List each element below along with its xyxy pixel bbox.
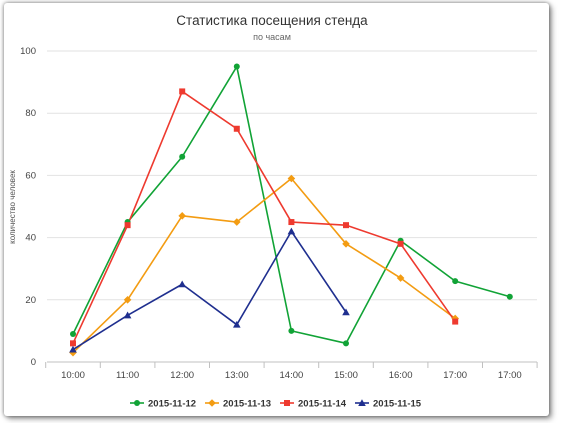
legend[interactable]: 2015-11-12 2015-11-13 2015-11-14 2015-11-15 [130, 399, 422, 410]
legend-label: 2015-11-14 [298, 399, 347, 410]
data-point-2015-11-14 [233, 125, 240, 132]
grid-lines: 0 20 40 60 80 100 [20, 46, 537, 368]
data-point-2015-11-12 [288, 327, 295, 334]
legend-marker [208, 399, 216, 407]
x-tick-label: 16:00 [389, 370, 413, 381]
data-point-2015-11-14 [70, 340, 76, 347]
data-point-2015-11-12 [233, 63, 240, 70]
data-point-2015-11-13 [233, 218, 241, 226]
data-point-2015-11-13 [69, 348, 77, 357]
x-tick-label: 12:00 [170, 370, 194, 381]
data-point-2015-11-13 [451, 314, 459, 323]
x-tick-label: 13:00 [225, 370, 249, 381]
data-point-2015-11-12 [343, 340, 349, 347]
data-point-2015-11-12 [179, 153, 186, 160]
series-lines [72, 65, 511, 354]
x-axis: 10:00 11:00 12:00 13:00 14:00 15:00 16:00 17:00… [45, 362, 538, 381]
data-point-2015-11-13 [287, 174, 296, 183]
data-point-2015-11-14 [179, 88, 186, 95]
data-point-2015-11-13 [396, 274, 405, 282]
data-point-2015-11-15 [287, 227, 296, 235]
data-point-2015-11-13 [178, 212, 186, 220]
data-point-2015-11-14 [397, 240, 404, 247]
data-point-2015-11-13 [342, 240, 350, 248]
legend-label: 2015-11-15 [373, 399, 422, 410]
data-point-2015-11-14 [124, 222, 131, 229]
data-point-2015-11-12 [506, 293, 513, 300]
y-tick-label: 20 [25, 295, 36, 306]
series-markers [69, 63, 513, 357]
series-line-2015-11-13 [72, 177, 456, 354]
series-line-2015-11-12 [72, 65, 511, 345]
y-axis-label: количество человек [8, 170, 17, 244]
legend-marker [284, 400, 290, 406]
y-tick-label: 100 [20, 46, 36, 57]
x-tick-label: 17:00 [443, 370, 467, 381]
data-point-2015-11-15 [123, 311, 132, 319]
data-point-2015-11-13 [123, 296, 132, 304]
chart-subtitle: по часам [253, 32, 291, 42]
data-point-2015-11-15 [342, 308, 350, 316]
legend-item-2015-11-15[interactable]: 2015-11-15 [355, 399, 422, 410]
legend-marker [358, 399, 366, 406]
legend-item-2015-11-13[interactable]: 2015-11-13 [205, 399, 271, 410]
data-point-2015-11-14 [288, 219, 295, 226]
data-point-2015-11-15 [178, 280, 186, 288]
series-line-2015-11-15 [72, 230, 347, 351]
data-point-2015-11-12 [452, 278, 459, 285]
x-tick-label: 14:00 [280, 370, 304, 381]
series-line-2015-11-14 [72, 90, 456, 344]
data-point-2015-11-12 [70, 331, 76, 338]
data-point-2015-11-15 [233, 320, 241, 328]
legend-label: 2015-11-12 [148, 399, 196, 410]
y-tick-label: 0 [31, 357, 36, 368]
x-tick-label: 11:00 [116, 370, 139, 381]
y-tick-label: 40 [25, 233, 36, 244]
x-tick-label: 15:00 [334, 370, 358, 381]
data-point-2015-11-15 [69, 345, 77, 353]
chart-title: Статистика посещения стенда [176, 13, 368, 28]
legend-item-2015-11-14[interactable]: 2015-11-14 [280, 399, 347, 410]
legend-label: 2015-11-13 [223, 399, 271, 410]
chart-frame [4, 3, 549, 416]
data-point-2015-11-14 [343, 222, 349, 229]
legend-marker [134, 400, 140, 406]
y-tick-label: 80 [25, 108, 36, 119]
x-tick-label: 17:00 [498, 370, 522, 381]
legend-item-2015-11-12[interactable]: 2015-11-12 [130, 399, 196, 410]
x-tick-label: 10:00 [61, 370, 85, 381]
y-tick-label: 60 [25, 170, 36, 181]
data-point-2015-11-14 [452, 318, 459, 325]
